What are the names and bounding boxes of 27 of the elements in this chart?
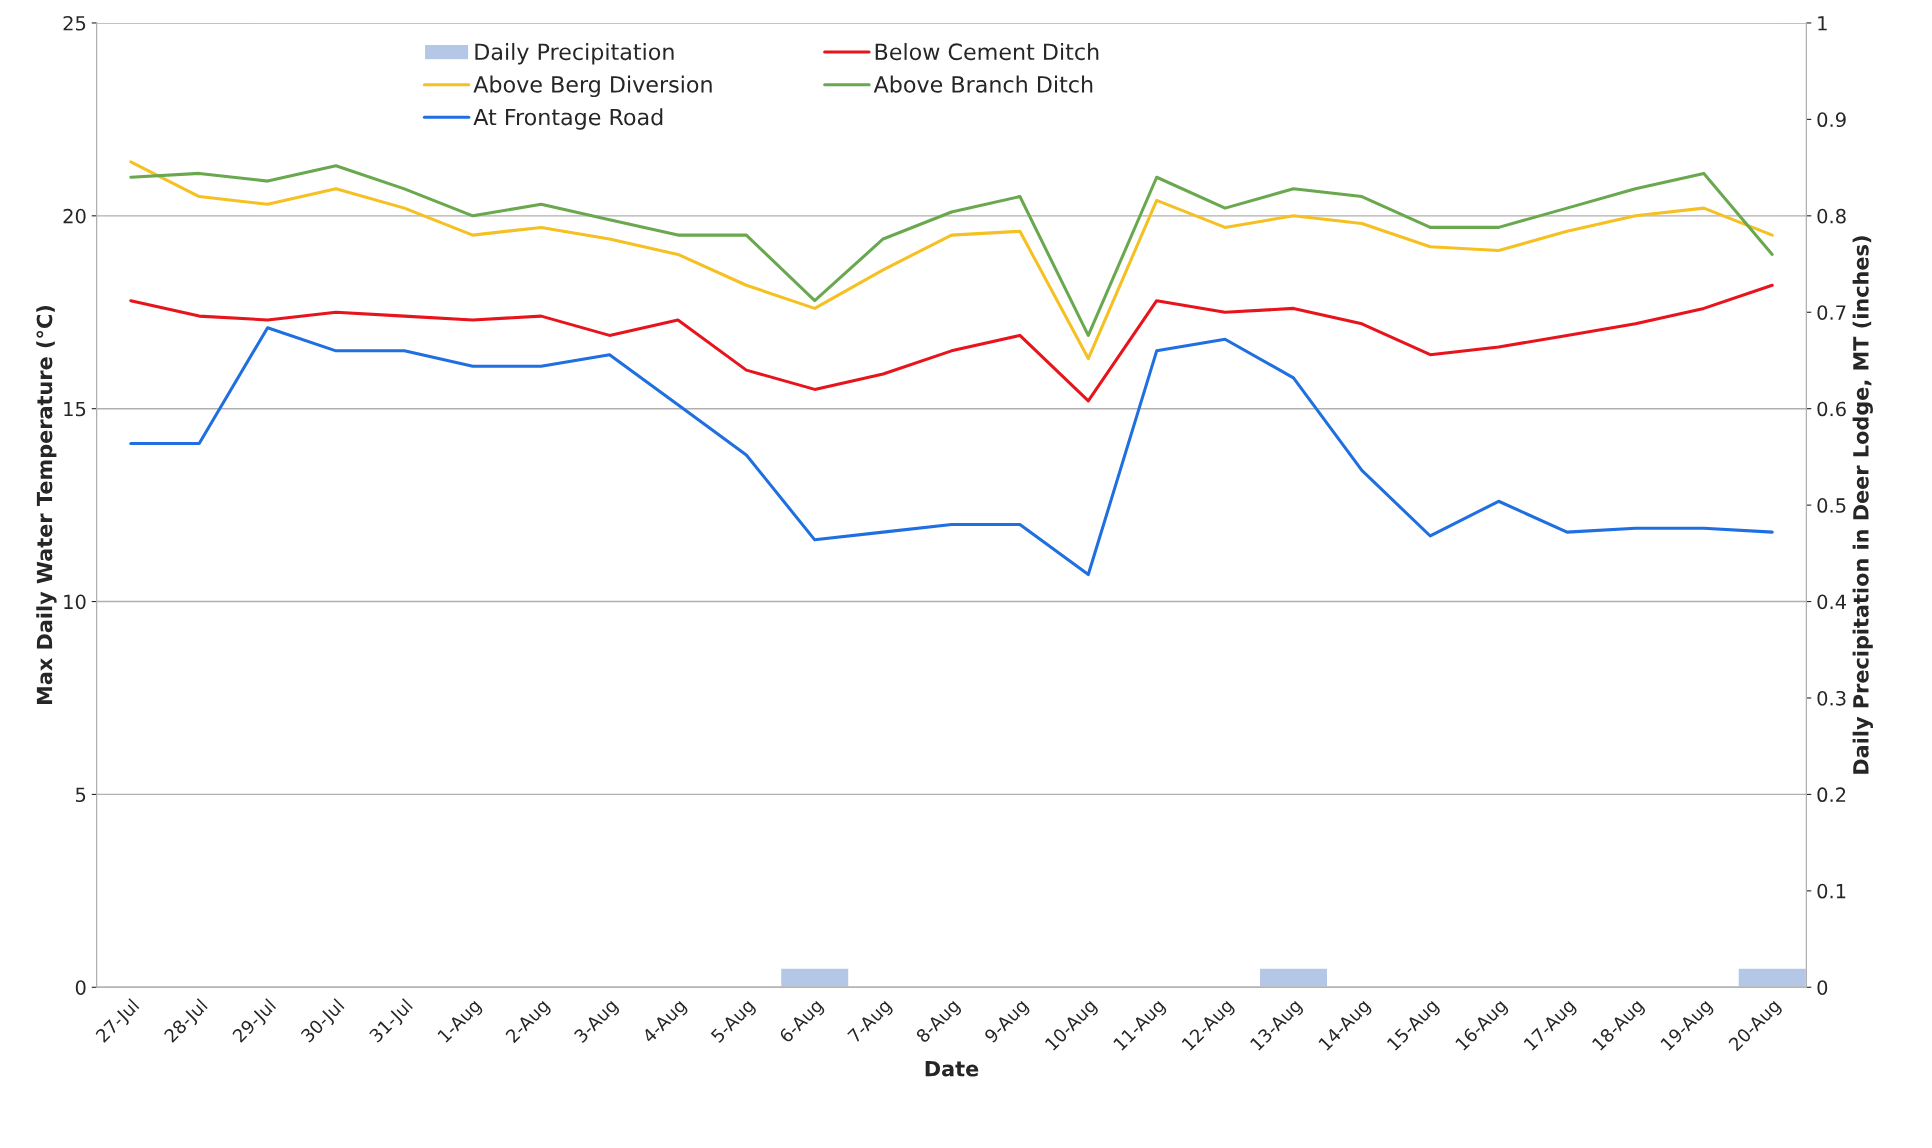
legend-label: Daily Precipitation [475,42,674,65]
y2-tick-label: 0.3 [1817,690,1846,706]
y2-tick-label: 1 [1818,16,1827,31]
y2-tick-label: 0 [1817,980,1828,995]
legend-label: Above Berg Diversion [473,75,712,98]
y2-tick-label: 0.9 [1817,112,1846,128]
y2-tick-label: 0.1 [1817,883,1846,899]
y2-tick-label: 0.4 [1817,594,1846,610]
line-series [129,326,1774,577]
legend-label: Below Cement Ditch [875,42,1099,61]
y-axis-title: Max Daily Water Temperature (°C) [36,306,57,705]
y-tick-label: 20 [63,208,86,224]
y2-tick-label: 0.6 [1817,401,1846,417]
y-tick-label: 15 [64,401,86,417]
y-tick-label: 0 [75,980,86,995]
y2-tick-label: 0.2 [1817,787,1846,803]
y2-tick-label: 0.7 [1817,305,1846,320]
line-series [129,283,1774,403]
legend-label: At Frontage Road [473,108,663,130]
y-tick-label: 5 [76,787,86,803]
y2-tick-label: 0.5 [1817,498,1846,513]
y-tick-label: 10 [64,594,86,610]
legend-label: Above Branch Ditch [873,75,1093,93]
y2-axis-title: Daily Precipitation in Deer Lodge, MT (inches) [1852,236,1873,774]
y2-tick-label: 0.8 [1817,208,1846,224]
x-axis-title: Date [925,1061,979,1077]
y-tick-label: 25 [63,15,86,31]
